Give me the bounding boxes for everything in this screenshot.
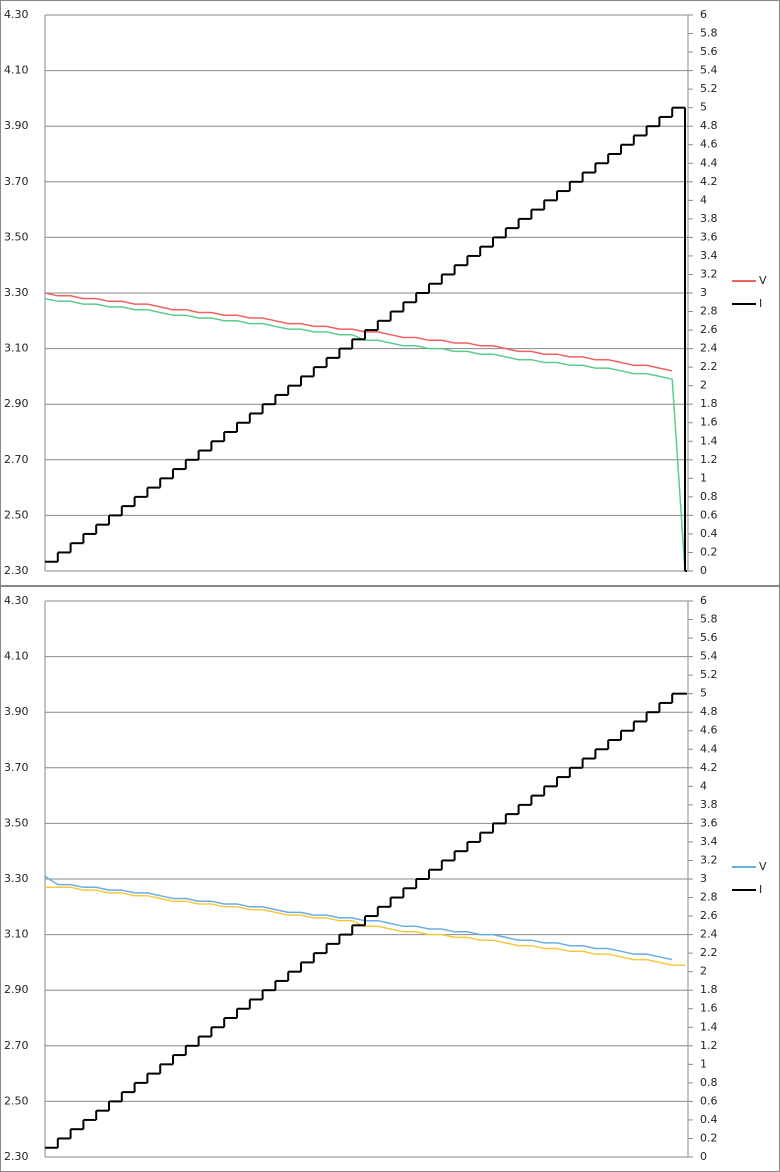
y2-tick-label: 1.6 [700, 416, 718, 429]
y-tick-label: 3.70 [4, 761, 29, 774]
y2-tick-label: 4.2 [700, 761, 718, 774]
y2-tick-label: 4.8 [700, 119, 718, 132]
y2-tick-label: 0.6 [700, 1094, 718, 1107]
line [44, 875, 673, 961]
y2-tick-label: 2.6 [700, 323, 718, 336]
y2-tick-label: 0 [700, 1150, 707, 1163]
y-tick-label: 3.90 [4, 119, 29, 132]
y-tick-label: 3.90 [4, 705, 29, 718]
y2-tick-label: 4 [700, 193, 707, 206]
y-tick-label: 3.30 [4, 872, 29, 885]
y2-tick-label: 4.6 [700, 724, 718, 737]
y2-tick-label: 0.6 [700, 508, 718, 521]
y2-tick-label: 0.2 [700, 545, 718, 558]
y2-tick-label: 1.8 [700, 397, 718, 410]
y2-tick-label: 3.6 [700, 816, 718, 829]
y2-tick-label: 4.4 [700, 156, 718, 169]
y2-tick-label: 2.4 [700, 342, 718, 355]
y2-tick-label: 3.8 [700, 212, 718, 225]
y-tick-label: 2.90 [4, 983, 29, 996]
y-tick-label: 4.10 [4, 650, 29, 663]
legend-label: V [759, 274, 767, 287]
y2-tick-label: 2.8 [700, 305, 718, 318]
y-tick-label: 2.50 [4, 508, 29, 521]
y-tick-label: 3.30 [4, 286, 29, 299]
y-tick-label: 2.90 [4, 397, 29, 410]
y2-tick-label: 3 [700, 286, 707, 299]
y2-tick-label: 5.4 [700, 650, 718, 663]
y2-tick-label: 3.6 [700, 230, 718, 243]
y2-tick-label: 4 [700, 779, 707, 792]
y2-tick-label: 2.4 [700, 928, 718, 941]
y2-tick-label: 5.8 [700, 27, 718, 40]
y2-tick-label: 4.8 [700, 705, 718, 718]
y2-tick-label: 6 [700, 594, 707, 607]
y2-tick-label: 0 [700, 564, 707, 577]
y2-tick-label: 3.2 [700, 853, 718, 866]
y-tick-label: 3.70 [4, 175, 29, 188]
y2-tick-label: 2.2 [700, 360, 718, 373]
y-tick-label: 2.70 [4, 453, 29, 466]
y2-tick-label: 2.6 [700, 909, 718, 922]
y2-tick-label: 5 [700, 101, 707, 114]
y2-tick-label: 2 [700, 965, 707, 978]
y2-tick-label: 5.6 [700, 45, 718, 58]
y2-tick-label: 1.6 [700, 1002, 718, 1015]
y2-tick-label: 5.6 [700, 631, 718, 644]
y2-tick-label: 0.8 [700, 1076, 718, 1089]
y2-tick-label: 2.8 [700, 891, 718, 904]
legend-label: I [759, 297, 762, 310]
y2-tick-label: 0.4 [700, 1113, 718, 1126]
line [44, 292, 673, 372]
y2-tick-label: 4.6 [700, 138, 718, 151]
y2-tick-label: 5.2 [700, 82, 718, 95]
y-tick-label: 3.50 [4, 230, 29, 243]
y2-tick-label: 1.8 [700, 983, 718, 996]
y2-tick-label: 3.8 [700, 798, 718, 811]
y2-tick-label: 1.2 [700, 453, 718, 466]
y2-tick-label: 3.4 [700, 249, 718, 262]
y2-tick-label: 3 [700, 872, 707, 885]
y2-tick-label: 5 [700, 687, 707, 700]
y2-tick-label: 5.8 [700, 613, 718, 626]
y2-tick-label: 1.2 [700, 1039, 718, 1052]
y-tick-label: 2.70 [4, 1039, 29, 1052]
y2-tick-label: 0.8 [700, 490, 718, 503]
y-tick-label: 2.30 [4, 1150, 29, 1163]
y2-tick-label: 0.2 [700, 1131, 718, 1144]
y-tick-label: 4.10 [4, 64, 29, 77]
y2-tick-label: 1 [700, 1057, 707, 1070]
y-tick-label: 3.50 [4, 816, 29, 829]
y-tick-label: 3.10 [4, 928, 29, 941]
y-tick-label: 2.30 [4, 564, 29, 577]
y-tick-label: 4.30 [4, 594, 29, 607]
y-tick-label: 2.50 [4, 1094, 29, 1107]
legend-label: V [759, 860, 767, 873]
y2-tick-label: 5.2 [700, 668, 718, 681]
y2-tick-label: 1 [700, 471, 707, 484]
y2-tick-label: 1.4 [700, 434, 718, 447]
legend-label: I [759, 883, 762, 896]
y2-tick-label: 5.4 [700, 64, 718, 77]
y2-tick-label: 1.4 [700, 1020, 718, 1033]
y2-tick-label: 2.2 [700, 946, 718, 959]
y2-tick-label: 2 [700, 379, 707, 392]
y2-tick-label: 6 [700, 8, 707, 21]
y2-tick-label: 0.4 [700, 527, 718, 540]
y2-tick-label: 4.2 [700, 175, 718, 188]
y2-tick-label: 3.4 [700, 835, 718, 848]
y2-tick-label: 3.2 [700, 267, 718, 280]
y-tick-label: 3.10 [4, 342, 29, 355]
y2-tick-label: 4.4 [700, 742, 718, 755]
y-tick-label: 4.30 [4, 8, 29, 21]
